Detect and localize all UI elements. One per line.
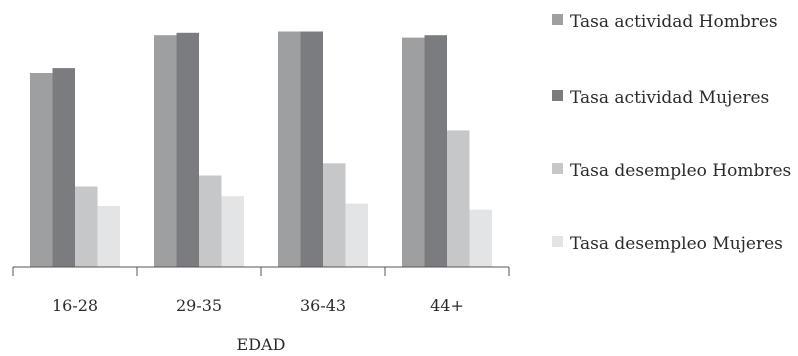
- legend-swatch: [552, 90, 563, 101]
- legend-label: Tasa actividad Hombres: [570, 12, 778, 32]
- x-tick-label: 29-35: [176, 296, 222, 315]
- bar-tasa-desempleo-mujeres-36-43: [345, 203, 368, 267]
- bar-tasa-actividad-hombres-29-35: [154, 35, 177, 268]
- bar-tasa-desempleo-hombres-16-28: [75, 186, 98, 267]
- x-tick-label: 44+: [430, 296, 464, 315]
- legend-label: Tasa desempleo Mujeres: [570, 234, 783, 254]
- legend-label: Tasa desempleo Hombres: [570, 161, 792, 181]
- x-axis-title: EDAD: [237, 335, 286, 354]
- x-tick-label: 16-28: [52, 296, 98, 315]
- bar-tasa-actividad-hombres-36-43: [278, 31, 301, 267]
- bar-tasa-desempleo-hombres-29-35: [199, 175, 222, 267]
- x-axis-tick-labels: 16-28 29-35 36-43 44+: [52, 296, 464, 315]
- bar-tasa-desempleo-hombres-36-43: [323, 163, 346, 267]
- bars-group: [30, 31, 492, 268]
- x-tick-label: 36-43: [300, 296, 346, 315]
- bar-tasa-actividad-mujeres-29-35: [176, 32, 199, 267]
- bar-tasa-actividad-mujeres-44: [424, 35, 447, 268]
- legend-swatch: [552, 14, 563, 25]
- legend-swatch: [552, 163, 563, 174]
- bar-chart: 16-28 29-35 36-43 44+ EDAD: [12, 31, 510, 354]
- bar-tasa-actividad-mujeres-36-43: [300, 31, 323, 267]
- bar-tasa-desempleo-mujeres-44: [469, 209, 492, 267]
- legend-swatch: [552, 236, 563, 247]
- bar-tasa-actividad-hombres-16-28: [30, 73, 53, 267]
- bar-tasa-desempleo-hombres-44: [447, 130, 470, 267]
- bar-tasa-desempleo-mujeres-16-28: [97, 206, 120, 267]
- bar-tasa-actividad-hombres-44: [402, 37, 425, 267]
- x-axis-ticks: [12, 267, 510, 276]
- bar-tasa-desempleo-mujeres-29-35: [221, 196, 244, 267]
- legend-label: Tasa actividad Mujeres: [570, 88, 770, 108]
- bar-tasa-actividad-mujeres-16-28: [52, 68, 75, 267]
